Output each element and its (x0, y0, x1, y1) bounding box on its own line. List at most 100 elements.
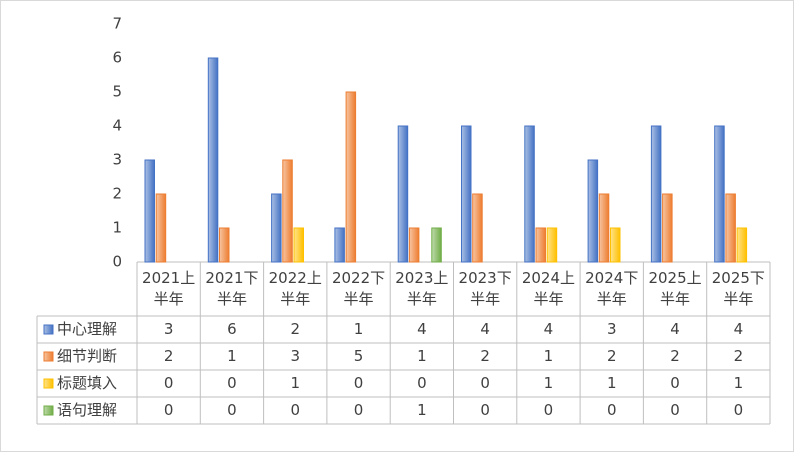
table-value: 1 (734, 374, 744, 392)
table-value: 0 (480, 374, 490, 392)
y-tick-label: 4 (112, 117, 122, 135)
table-value: 3 (290, 347, 300, 365)
x-tick-label: 2021上半年 (142, 269, 196, 308)
bar (397, 125, 409, 263)
x-tick-label: 2022下半年 (331, 269, 386, 308)
table-value: 0 (164, 374, 174, 392)
table-value: 0 (354, 401, 364, 419)
x-tick-label: 2024上半年 (521, 269, 576, 308)
category-label: 2025下半年 (711, 269, 765, 308)
table-value: 1 (227, 347, 237, 365)
bar (293, 227, 304, 263)
table-value: 1 (290, 374, 300, 392)
bar (345, 91, 357, 263)
category-label: 2021上半年 (142, 269, 196, 308)
table-value: 0 (480, 401, 490, 419)
bar (598, 193, 610, 263)
y-tick-label: 5 (112, 83, 122, 101)
bar (736, 227, 748, 263)
x-tick-label: 2022上半年 (268, 269, 322, 308)
table-value: 1 (417, 401, 427, 419)
y-tick-label: 1 (112, 219, 122, 237)
table-value: 2 (734, 347, 744, 365)
legend-label: 标题填入 (57, 374, 117, 392)
legend-label: 语句理解 (57, 401, 117, 419)
table-value: 0 (544, 401, 554, 419)
bar (408, 227, 420, 263)
table-value: 4 (417, 320, 427, 338)
bar (714, 125, 725, 263)
legend-label: 中心理解 (57, 320, 117, 338)
bar (334, 227, 345, 263)
legend-key (43, 405, 54, 416)
table-value: 4 (480, 320, 490, 338)
table-value: 0 (734, 401, 744, 419)
y-tick-label: 2 (112, 185, 122, 203)
y-tick-label: 7 (112, 15, 122, 33)
table-value: 3 (164, 320, 174, 338)
bar (546, 227, 558, 263)
table-value: 1 (417, 347, 427, 365)
table-value: 1 (544, 347, 554, 365)
bar (587, 159, 599, 263)
legend-key (43, 378, 54, 389)
bar (219, 227, 230, 263)
table-value: 2 (670, 347, 680, 365)
category-label: 2021下半年 (205, 269, 259, 308)
bar (282, 159, 293, 263)
bar (650, 125, 662, 263)
table-value: 3 (607, 320, 617, 338)
table-value: 2 (290, 320, 300, 338)
table-value: 0 (290, 401, 300, 419)
bar (725, 193, 736, 263)
table-value: 0 (607, 401, 617, 419)
table-value: 2 (607, 347, 617, 365)
table-value: 0 (227, 374, 237, 392)
x-tick-label: 2025下半年 (711, 269, 765, 308)
bar (472, 193, 483, 263)
bar (144, 159, 155, 263)
x-tick-label: 2025上半年 (648, 269, 702, 308)
category-label: 2022下半年 (331, 269, 386, 308)
table-value: 0 (354, 374, 364, 392)
legend-key (43, 351, 54, 362)
table-value: 4 (670, 320, 680, 338)
x-tick-label: 2023上半年 (395, 269, 449, 308)
y-tick-label: 0 (112, 253, 122, 271)
table-value: 2 (480, 347, 490, 365)
bar (524, 125, 535, 263)
table-value: 4 (544, 320, 554, 338)
table-value: 1 (544, 374, 554, 392)
category-label: 2023下半年 (458, 269, 512, 308)
table-value: 2 (164, 347, 174, 365)
bar (431, 227, 442, 263)
bar (610, 227, 621, 263)
x-tick-label: 2021下半年 (205, 269, 259, 308)
bar (155, 193, 167, 263)
table-value: 0 (417, 374, 427, 392)
table-value: 0 (164, 401, 174, 419)
category-label: 2024上半年 (521, 269, 576, 308)
table-value: 1 (354, 320, 364, 338)
bar (662, 193, 673, 263)
y-tick-label: 6 (112, 49, 122, 67)
category-label: 2023上半年 (395, 269, 449, 308)
bar (207, 57, 219, 263)
table-value: 0 (670, 374, 680, 392)
bar (271, 193, 282, 263)
category-label: 2024下半年 (585, 269, 639, 308)
table-value: 1 (607, 374, 617, 392)
table-value: 5 (354, 347, 364, 365)
table-value: 0 (670, 401, 680, 419)
legend-label: 细节判断 (57, 347, 117, 365)
table-value: 4 (734, 320, 744, 338)
x-tick-label: 2023下半年 (458, 269, 512, 308)
category-label: 2025上半年 (648, 269, 702, 308)
x-tick-label: 2024下半年 (585, 269, 639, 308)
table-value: 0 (227, 401, 237, 419)
category-label: 2022上半年 (268, 269, 322, 308)
bar (535, 227, 546, 263)
bar (461, 125, 472, 263)
table-value: 6 (227, 320, 237, 338)
